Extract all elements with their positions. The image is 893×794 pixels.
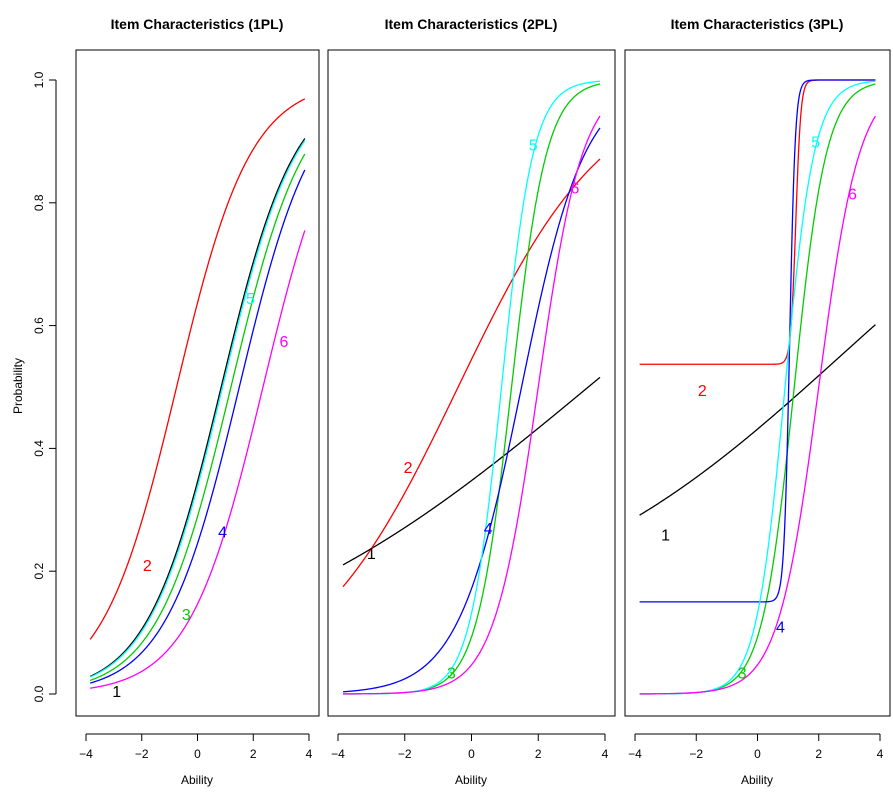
panel-3pl-curve-labels: 1 2 3 4 5 6 (661, 134, 857, 682)
y-axis-label: Probability (11, 358, 25, 414)
panel-2pl-title: Item Characteristics (2PL) (385, 16, 558, 32)
panel-2pl-curve-item-1 (342, 376, 601, 566)
panel-2pl-x-axis-label: Ability (455, 773, 487, 787)
panel-1pl-curve-label-2: 2 (143, 558, 152, 575)
panel-2pl-curve-item-2 (342, 158, 601, 588)
y-tick-label: 0.8 (32, 194, 46, 211)
panel-1pl-curve-item-6 (90, 230, 306, 689)
panel-3pl-x-axis-label: Ability (741, 773, 773, 787)
panel-2pl-curve-label-3: 3 (447, 666, 456, 683)
panel-2pl: Item Characteristics (2PL) −4 −2 0 2 4 1 2 3 4 5… (327, 16, 616, 787)
panel-2pl-curve-item-4 (342, 127, 601, 693)
panel-2pl-curves (342, 80, 601, 695)
panel-1pl-curve-item-3 (89, 153, 306, 682)
panel-1pl-x-tick-label: −4 (79, 747, 93, 761)
panel-3pl-curve-label-4: 4 (776, 619, 785, 636)
panel-1pl: Item Characteristics (1PL) 0.00.20.40.60… (32, 16, 320, 787)
panel-1pl-x-tick-label: 4 (306, 747, 313, 761)
panel-1pl-curve-item-1 (89, 138, 306, 678)
panel-1pl-curve-item-4 (90, 169, 306, 684)
y-tick-label: 0.2 (32, 563, 46, 580)
panel-1pl-curve-item-2 (89, 98, 306, 640)
panel-1pl-x-axis-label: Ability (181, 773, 213, 787)
panel-3pl-curve-label-6: 6 (848, 187, 857, 204)
panel-2pl-curve-label-2: 2 (404, 460, 413, 477)
panel-2pl-x-tick-label: 2 (535, 747, 542, 761)
panel-2pl-curve-item-6 (342, 115, 601, 695)
y-tick-label: 0.4 (32, 440, 46, 457)
panel-3pl-x-tick-label: 4 (877, 747, 884, 761)
panel-1pl-curves (89, 98, 306, 689)
y-tick-label: 1.0 (32, 71, 46, 88)
panel-2pl-x-tick-label: −2 (398, 747, 412, 761)
panel-1pl-x-tick-label: 2 (250, 747, 257, 761)
panel-3pl-curve-item-2 (639, 79, 876, 365)
panel-2pl-x-tick-label: 4 (602, 747, 609, 761)
panel-2pl-curve-labels: 1 2 3 4 5 6 (367, 137, 580, 682)
panel-2pl-x-tick-label: 0 (468, 747, 475, 761)
panel-2pl-curve-label-1: 1 (367, 546, 376, 563)
y-tick-label: 0.0 (32, 685, 46, 702)
panel-3pl-curve-label-1: 1 (661, 527, 670, 544)
panel-3pl-curve-item-4 (639, 79, 876, 603)
panel-1pl-y-axis: 0.0 0.2 0.4 0.6 0.8 1.0 (32, 71, 57, 702)
panel-3pl-x-tick-label: −4 (628, 747, 642, 761)
panel-3pl-curve-label-3: 3 (738, 666, 747, 683)
panel-1pl-curve-labels: 1 2 3 4 5 6 (112, 291, 288, 701)
panel-3pl-x-tick-label: 2 (815, 747, 822, 761)
panel-2pl-curve-label-4: 4 (484, 521, 493, 538)
panel-2pl-curve-item-5 (343, 80, 601, 695)
panel-1pl-curve-label-4: 4 (218, 524, 227, 541)
panel-3pl-x-tick-label: 0 (754, 747, 761, 761)
panel-3pl-curve-item-6 (639, 115, 876, 695)
panel-2pl-frame (327, 49, 616, 717)
panel-3pl-curve-label-2: 2 (698, 383, 707, 400)
panel-3pl: Item Characteristics (3PL) −4 −2 0 2 4 1 2 3 4 5… (624, 16, 891, 787)
panel-1pl-curve-label-5: 5 (246, 291, 255, 308)
panel-1pl-curve-item-5 (89, 140, 306, 678)
panel-1pl-curve-label-1: 1 (112, 684, 121, 701)
panel-2pl-curve-label-5: 5 (529, 137, 538, 154)
y-tick-label: 0.6 (32, 317, 46, 334)
panel-2pl-curve-item-3 (343, 83, 601, 695)
panel-3pl-curve-item-1 (639, 324, 876, 516)
panel-1pl-curve-label-3: 3 (182, 607, 191, 624)
panel-2pl-x-axis: −4 −2 0 2 4 (331, 733, 609, 761)
panel-2pl-x-tick-label: −4 (331, 747, 345, 761)
panel-1pl-title: Item Characteristics (1PL) (111, 16, 284, 32)
panel-3pl-title: Item Characteristics (3PL) (671, 16, 844, 32)
panel-3pl-frame (624, 49, 891, 717)
panel-2pl-curve-label-6: 6 (571, 180, 580, 197)
panel-1pl-x-tick-label: 0 (194, 747, 201, 761)
panel-1pl-x-tick-label: −2 (135, 747, 149, 761)
panel-3pl-curves (639, 79, 876, 695)
panel-3pl-curve-label-5: 5 (811, 134, 820, 151)
panel-1pl-frame (75, 49, 320, 717)
panel-1pl-curve-label-6: 6 (279, 334, 288, 351)
panel-3pl-x-tick-label: −2 (689, 747, 703, 761)
panel-3pl-x-axis: −4 −2 0 2 4 (628, 733, 884, 761)
panel-1pl-x-axis: −4 −2 0 2 4 (79, 733, 313, 761)
